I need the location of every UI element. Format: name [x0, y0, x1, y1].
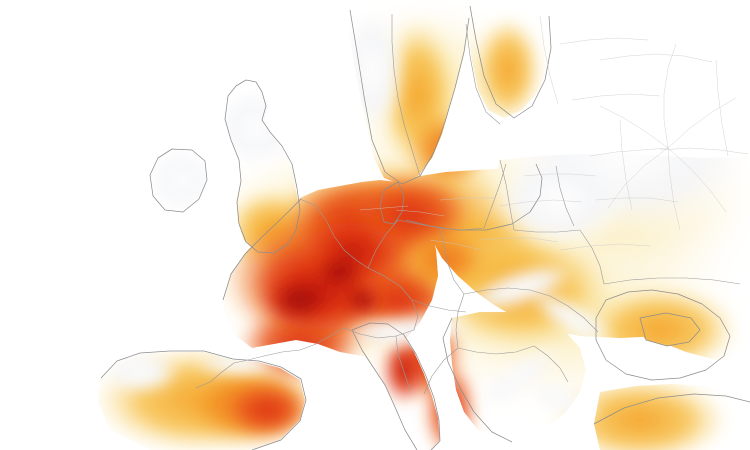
- coastlines: [100, 5, 750, 450]
- national-borders: [195, 14, 741, 395]
- road-network: [359, 15, 749, 251]
- anomaly-field: [98, 0, 750, 450]
